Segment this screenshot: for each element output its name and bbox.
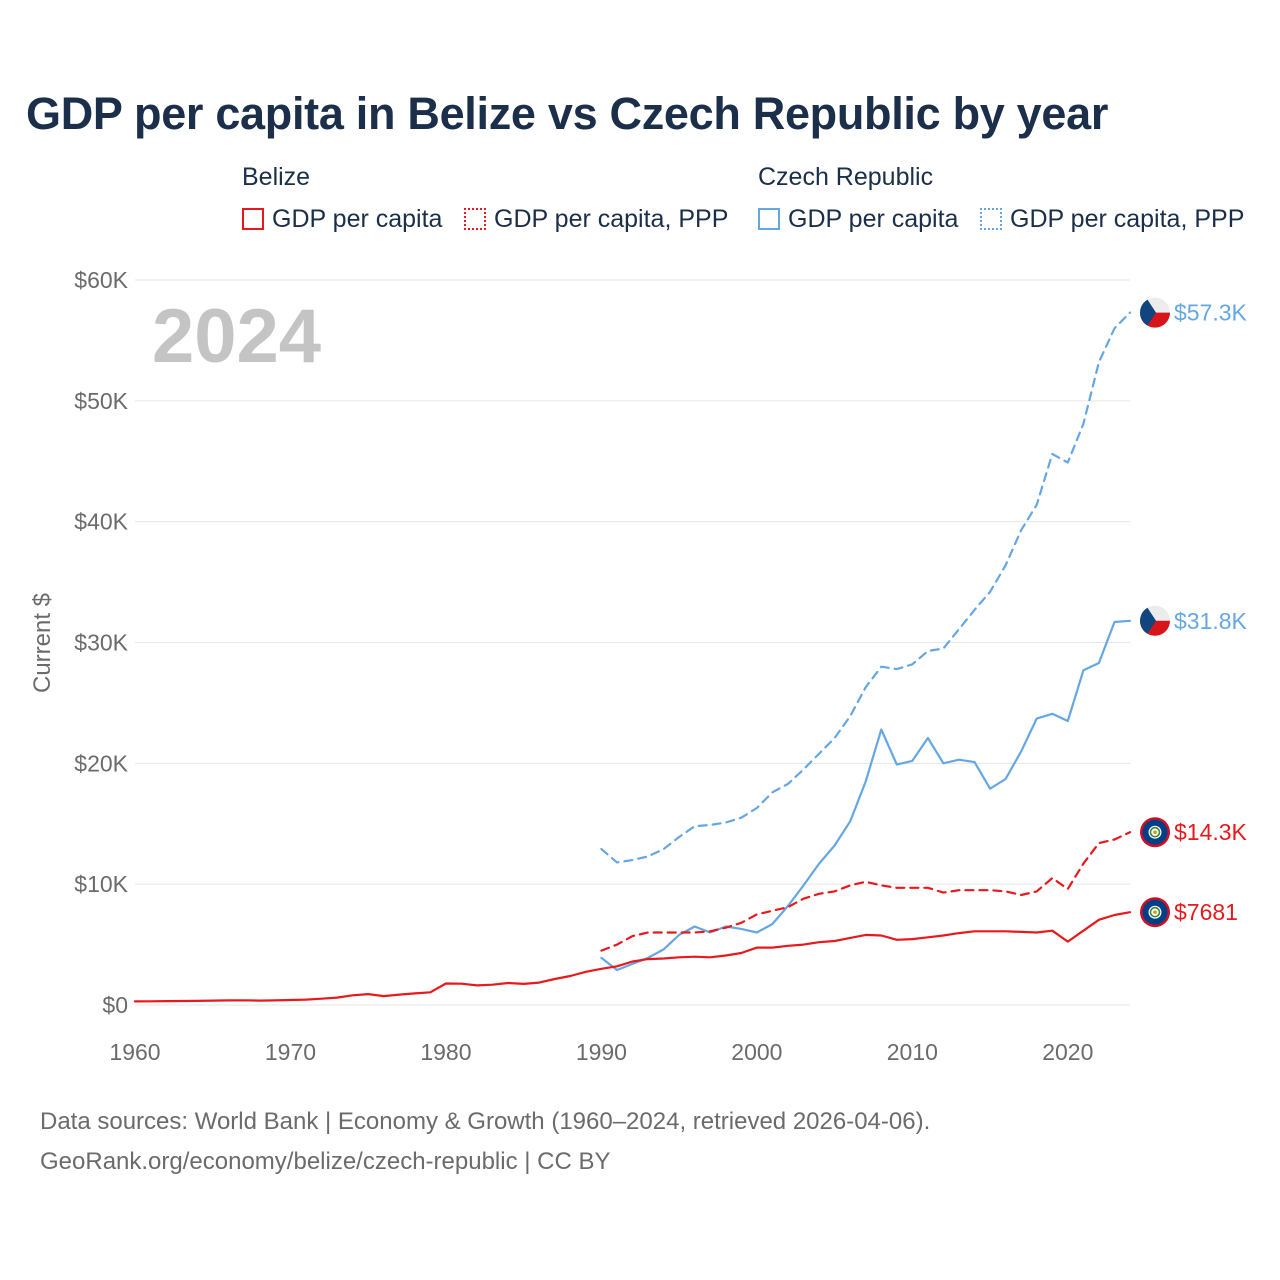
end-value-label: $7681 (1174, 899, 1238, 925)
chart-title: GDP per capita in Belize vs Czech Republ… (26, 88, 1109, 139)
x-tick-label: 2000 (731, 1039, 782, 1065)
flag-emblem-ring (1149, 826, 1161, 838)
legend-item-czech-gdp-ppp[interactable]: GDP per capita, PPP (980, 204, 1244, 234)
legend-swatch-solid-blue (758, 208, 780, 230)
flag-emblem-center (1153, 830, 1157, 835)
x-tick-label: 2020 (1042, 1039, 1093, 1065)
legend-swatch-solid-red (242, 208, 264, 230)
y-tick-label: $40K (74, 509, 128, 535)
y-tick-label: $10K (74, 871, 128, 897)
source-url[interactable]: GeoRank.org/economy/belize/czech-republi… (40, 1148, 611, 1175)
belize-flag-icon (1140, 817, 1170, 848)
legend-item-belize-gdp[interactable]: GDP per capita (242, 204, 442, 234)
flag-blue-wedge (1140, 607, 1156, 634)
x-tick-label: 1990 (576, 1039, 627, 1065)
y-tick-label: $20K (74, 750, 128, 776)
czech-flag-icon (1140, 605, 1170, 636)
year-label: 2024 (152, 294, 321, 379)
y-tick-label: $60K (74, 267, 128, 293)
legend-group-belize: Belize (242, 163, 311, 191)
legend-item-czech-gdp[interactable]: GDP per capita (758, 204, 958, 234)
end-value-label: $31.8K (1174, 608, 1248, 634)
legend-label: GDP per capita (272, 204, 443, 233)
x-tick-label: 1980 (420, 1039, 471, 1065)
legend-item-belize-gdp-ppp[interactable]: GDP per capita, PPP (464, 204, 728, 234)
legend-label: GDP per capita (788, 204, 959, 233)
series-line-czech-republic-gdp-per-capita (600, 619, 1132, 972)
legend-swatch-dotted-blue (980, 208, 1002, 230)
series-line-belize-gdp-per-capita-ppp (600, 831, 1132, 952)
x-tick-label: 2010 (887, 1039, 938, 1065)
series-line-belize-gdp-per-capita (133, 911, 1132, 1003)
legend-group-czech-republic: Czech Republic (758, 163, 934, 191)
flag-emblem-center (1153, 910, 1157, 914)
legend-label: GDP per capita, PPP (1010, 204, 1245, 233)
x-tick-label: 1970 (265, 1039, 316, 1065)
czech-flag-icon (1140, 297, 1170, 328)
belize-flag-icon (1140, 897, 1170, 928)
source-line: Data sources: World Bank | Economy & Gro… (40, 1108, 931, 1135)
y-tick-label: $30K (74, 630, 128, 656)
legend-swatch-dotted-red (464, 208, 486, 230)
y-tick-label: $50K (74, 388, 128, 414)
x-tick-label: 1960 (109, 1039, 160, 1065)
y-tick-label: $0 (102, 992, 128, 1018)
legend-label: GDP per capita, PPP (494, 204, 729, 233)
y-axis-label: Current $ (29, 593, 56, 693)
flag-emblem-ring (1149, 906, 1161, 918)
end-value-label: $57.3K (1174, 300, 1248, 326)
flag-blue-wedge (1140, 299, 1156, 326)
end-value-label: $14.3K (1174, 819, 1248, 845)
series-line-czech-republic-gdp-per-capita-ppp (600, 311, 1132, 864)
